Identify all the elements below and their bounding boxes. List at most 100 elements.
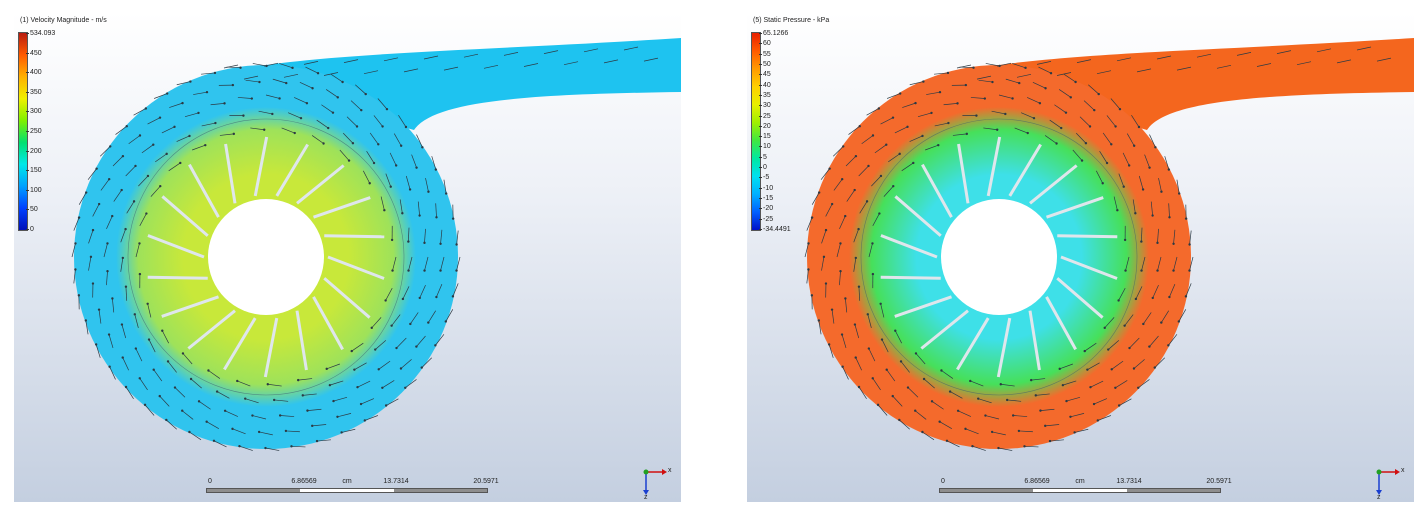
flow-vector bbox=[305, 66, 319, 74]
flow-vector bbox=[899, 419, 910, 430]
flow-vector bbox=[443, 179, 447, 194]
flow-vector bbox=[1026, 97, 1041, 104]
flow-vector-head bbox=[390, 238, 394, 242]
flow-vector-head bbox=[1044, 424, 1047, 428]
flow-vector bbox=[976, 75, 992, 80]
flow-vector bbox=[1111, 360, 1124, 370]
flow-vector bbox=[153, 93, 168, 99]
velocity-viewport[interactable]: (1) Velocity Magnitude - m/s 534.093 450 4… bbox=[14, 12, 681, 502]
flow-vector bbox=[623, 46, 639, 51]
flow-vector-head bbox=[121, 356, 124, 359]
flow-vector-head bbox=[407, 269, 410, 272]
flow-vector-head bbox=[996, 128, 999, 131]
flow-vector bbox=[1044, 135, 1057, 144]
flow-vector bbox=[216, 391, 230, 399]
flow-vector bbox=[150, 185, 161, 197]
scale-label-2: 13.7314 bbox=[383, 478, 409, 485]
flow-vector bbox=[923, 378, 935, 389]
flow-vector bbox=[302, 393, 317, 396]
flow-vector bbox=[303, 61, 319, 65]
flow-vector-head bbox=[1172, 269, 1175, 272]
flow-vector-head bbox=[1117, 299, 1120, 302]
flow-vector-head bbox=[231, 427, 234, 431]
legend-tick-label: -10 bbox=[758, 184, 774, 192]
legend-tick-label: 15 bbox=[759, 133, 771, 141]
flow-vector-head bbox=[1023, 445, 1026, 448]
flow-vector bbox=[818, 320, 822, 335]
flow-vector bbox=[483, 64, 499, 69]
flow-vector bbox=[281, 127, 295, 134]
flow-vector-head bbox=[1168, 216, 1171, 219]
flow-vector bbox=[385, 398, 399, 406]
flow-vector bbox=[106, 271, 108, 286]
flow-vector-head bbox=[1134, 297, 1138, 301]
flow-vector-head bbox=[404, 125, 408, 129]
impeller-blade bbox=[253, 136, 269, 197]
flow-vector-head bbox=[1083, 349, 1086, 353]
flow-vector-head bbox=[239, 66, 242, 69]
flow-vector-head bbox=[948, 390, 952, 393]
flow-vector bbox=[1185, 283, 1192, 297]
flow-vector-head bbox=[822, 255, 826, 259]
scale-label-0: 0 bbox=[941, 478, 945, 485]
flow-vector bbox=[161, 126, 175, 134]
legend-tick-label: -20 bbox=[758, 205, 774, 213]
flow-vector-head bbox=[336, 96, 339, 99]
flow-vector bbox=[970, 97, 985, 99]
flow-vector-head bbox=[91, 282, 95, 285]
flow-vector-head bbox=[434, 344, 437, 347]
flow-vector-head bbox=[213, 71, 217, 75]
flow-vector bbox=[1126, 133, 1135, 146]
flow-vector bbox=[396, 337, 407, 349]
flow-vector bbox=[523, 63, 539, 67]
flow-vector bbox=[811, 192, 820, 205]
impeller-blade bbox=[187, 309, 236, 350]
flow-vector-head bbox=[871, 134, 875, 137]
flow-vector bbox=[821, 230, 827, 244]
flow-vector bbox=[1189, 256, 1194, 271]
flow-vector bbox=[100, 178, 110, 191]
flow-vector-head bbox=[242, 114, 245, 117]
flow-vector bbox=[355, 84, 366, 95]
flow-vector-head bbox=[1011, 414, 1015, 417]
flow-vector-head bbox=[111, 297, 114, 300]
flow-vector bbox=[346, 116, 358, 127]
flow-vector-head bbox=[983, 97, 987, 100]
flow-vector bbox=[280, 415, 295, 417]
flow-vector-head bbox=[84, 319, 88, 322]
flow-vector bbox=[1178, 309, 1187, 322]
flow-vector bbox=[931, 401, 944, 410]
flow-vector bbox=[182, 353, 193, 365]
flow-vector bbox=[167, 361, 177, 373]
impeller-blade bbox=[223, 317, 257, 371]
flow-vector-head bbox=[418, 296, 421, 300]
flow-vector-head bbox=[166, 360, 170, 363]
flow-vector-head bbox=[109, 145, 112, 148]
flow-vector-head bbox=[1177, 192, 1181, 195]
flow-vector-head bbox=[147, 338, 151, 341]
flow-vector-head bbox=[937, 143, 940, 147]
flow-vector-head bbox=[891, 394, 894, 398]
flow-vector-head bbox=[107, 333, 111, 336]
flow-vector bbox=[804, 243, 809, 258]
flow-vector bbox=[603, 59, 619, 64]
flow-vector bbox=[362, 170, 371, 184]
flow-vector-head bbox=[340, 431, 343, 434]
flow-vector bbox=[265, 94, 280, 99]
flow-vector bbox=[329, 380, 344, 386]
flow-vector bbox=[996, 62, 1012, 67]
flow-vector bbox=[121, 324, 127, 339]
flow-vector-head bbox=[188, 430, 191, 434]
flow-vector-head bbox=[121, 256, 125, 260]
flow-vector-head bbox=[404, 386, 407, 389]
impeller-blade bbox=[327, 255, 385, 280]
flow-vector bbox=[1131, 115, 1140, 128]
flow-vector-head bbox=[1151, 214, 1154, 217]
flow-vector bbox=[350, 100, 362, 111]
flow-vector bbox=[440, 229, 443, 244]
flow-vector-head bbox=[134, 164, 137, 168]
flow-vector-head bbox=[971, 444, 974, 448]
pressure-viewport[interactable]: (5) Static Pressure - kPa 65.1266 60 55 50 4… bbox=[747, 12, 1414, 502]
flow-vector bbox=[1045, 424, 1060, 427]
flow-vector bbox=[881, 339, 889, 353]
